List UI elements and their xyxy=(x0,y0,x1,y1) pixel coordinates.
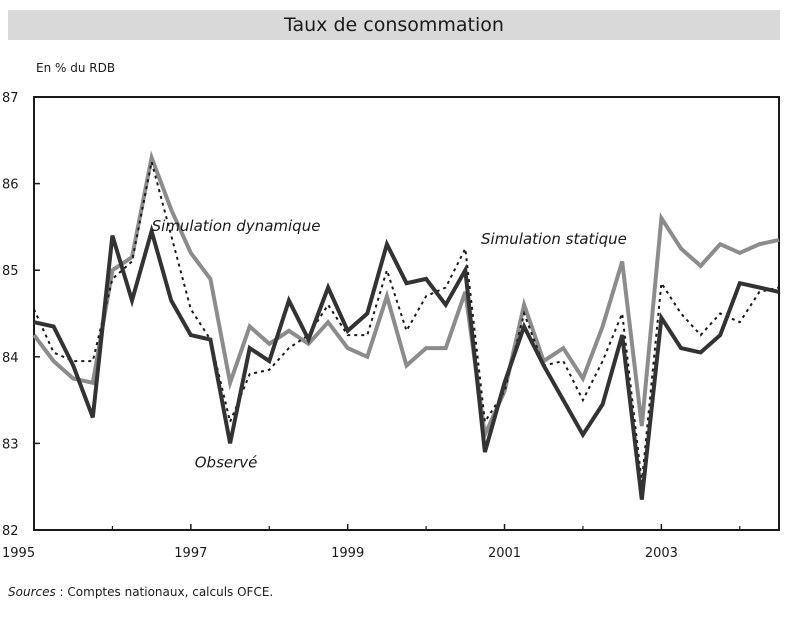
chart-title-bar: Taux de consommation xyxy=(8,10,780,40)
series-lines xyxy=(32,150,780,500)
series-line-simulation-statique xyxy=(33,161,780,483)
y-tick-label: 85 xyxy=(2,264,19,279)
annotation-label: Observé xyxy=(195,454,258,472)
source-text: : Comptes nationaux, calculs OFCE. xyxy=(55,585,274,599)
chart-title: Taux de consommation xyxy=(284,14,504,36)
annotation-label: Simulation dynamique xyxy=(152,217,321,235)
source-label: Sources xyxy=(8,585,56,599)
x-tick-label: 1995 xyxy=(2,546,35,561)
x-tick-label: 1999 xyxy=(331,546,364,561)
y-tick-label: 83 xyxy=(2,437,19,452)
annotation-label: Simulation statique xyxy=(481,230,627,248)
series-line-simulation-dynamique xyxy=(32,150,780,442)
source-note: Sources : Comptes nationaux, calculs OFC… xyxy=(8,585,273,599)
y-tick-label: 84 xyxy=(2,351,19,366)
annotations: Simulation dynamique Simulation statique O… xyxy=(152,217,627,471)
axes: 82 83 84 85 86 87 1995 1997 1999 2001 2003 xyxy=(2,91,741,561)
y-tick-label: 87 xyxy=(2,91,19,106)
x-tick-label: 1997 xyxy=(174,546,207,561)
x-tick-label: 2001 xyxy=(488,546,521,561)
series-line-observ xyxy=(33,223,780,500)
y-tick-label: 82 xyxy=(2,524,19,539)
x-tick-label: 2003 xyxy=(645,546,678,561)
plot-frame xyxy=(33,96,780,531)
y-axis-label: En % du RDB xyxy=(36,61,116,75)
y-tick-label: 86 xyxy=(2,178,19,193)
